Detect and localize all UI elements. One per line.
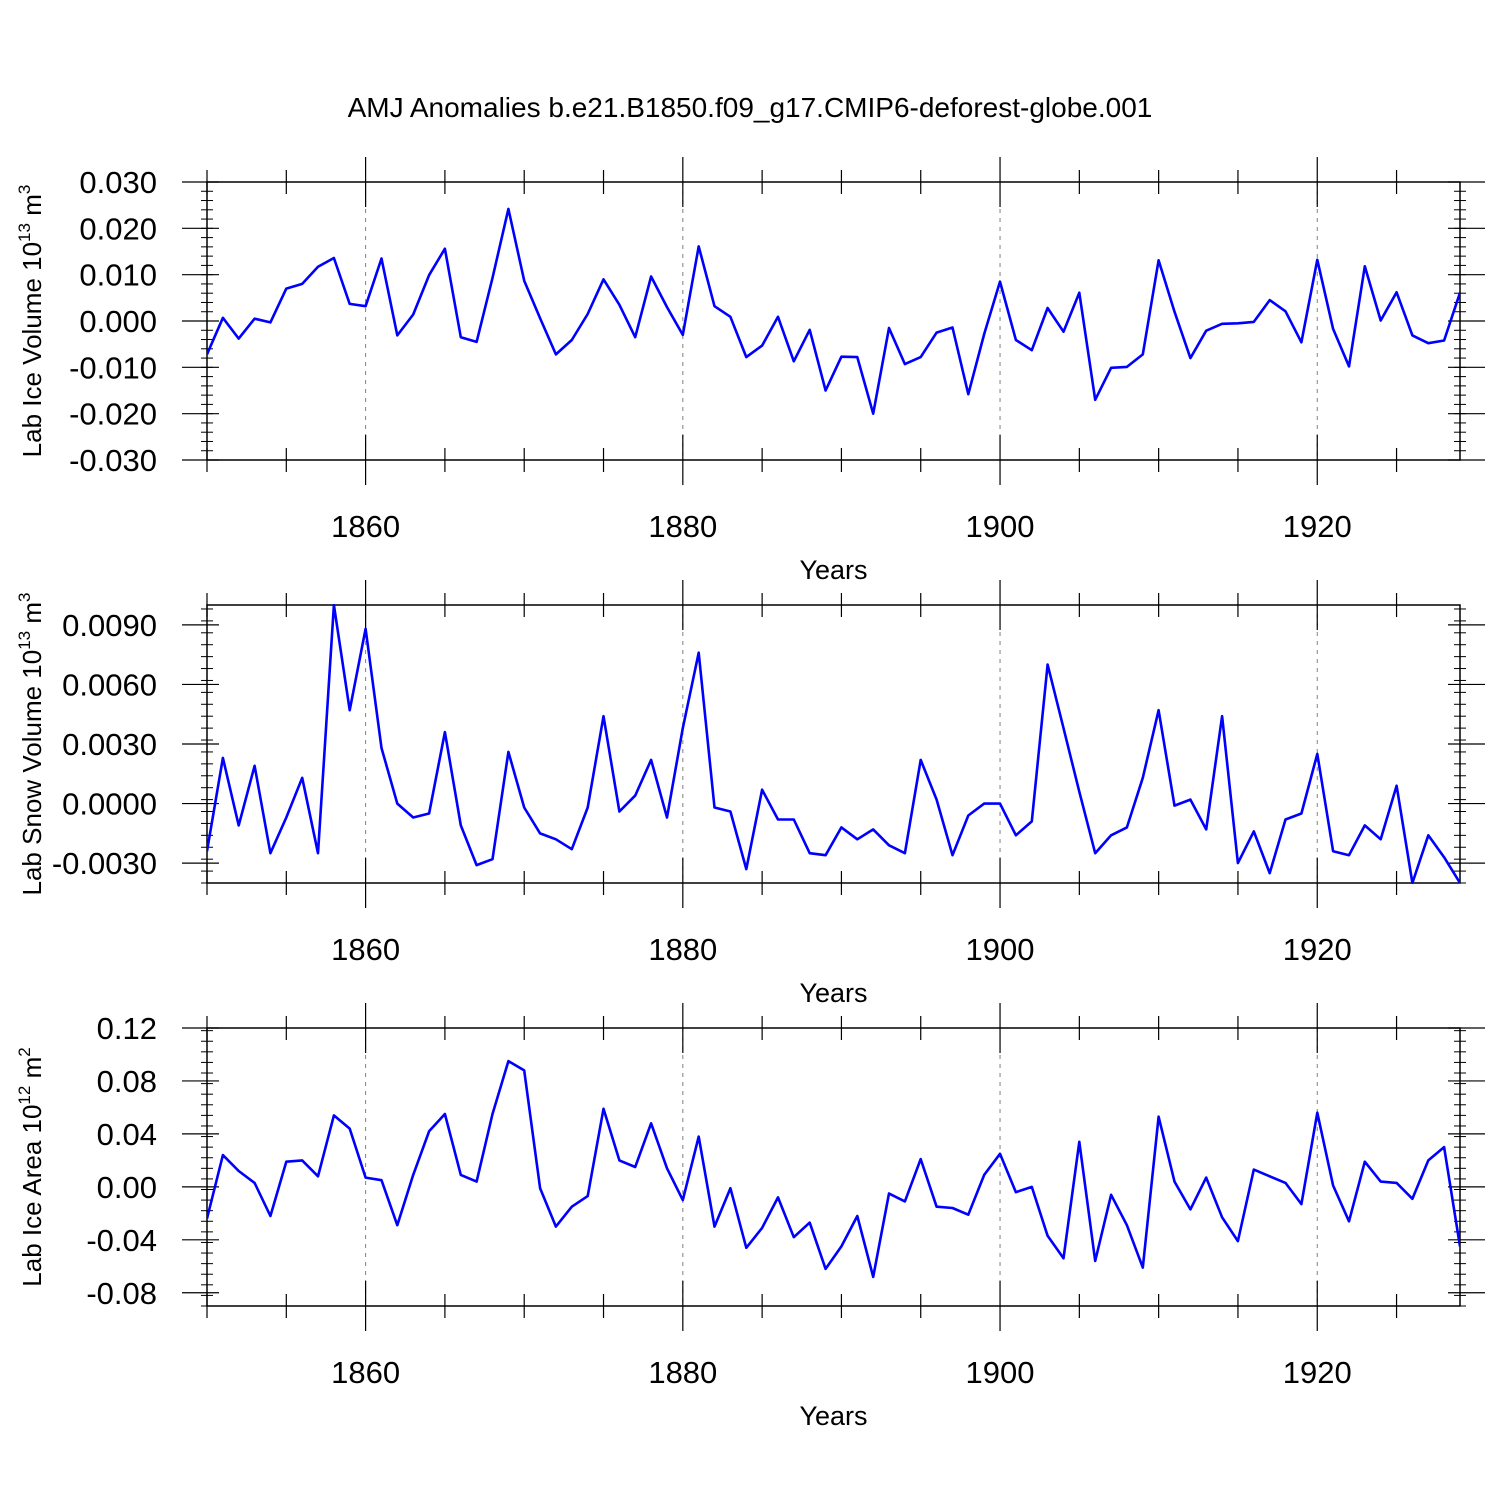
y-tick-label: -0.010 [69,350,157,385]
x-tick-label: 1900 [966,509,1035,544]
panel-lab-ice-area: 0.12 0.08 0.04 0.00 -0.04 -0.08 1860 1880 1900 19… [15,1003,1485,1431]
y-tick-label: -0.0030 [52,846,157,881]
x-tick-label: 1900 [966,932,1035,967]
x-tick-label: 1900 [966,1355,1035,1390]
x-axis-label: Years [799,555,867,585]
plot-frame [206,181,1461,461]
y-axis-label: Lab Ice Area 1012 m2 [15,1047,47,1286]
x-tick-label: 1920 [1283,1355,1352,1390]
y-tick-label: 0.12 [97,1011,157,1046]
x-tick-label: 1880 [648,932,717,967]
y-tick-label: 0.0090 [62,608,157,643]
y-tick-label: 0.0030 [62,727,157,762]
y-axis-label-text: m [17,1057,47,1086]
series-line [207,604,1460,884]
x-tick-label: 1880 [648,509,717,544]
x-tick-label: 1920 [1283,509,1352,544]
y-axis-label-text: Lab Ice Volume 10 [17,242,47,457]
x-tick-label: 1860 [331,932,400,967]
y-tick-label: 0.010 [79,258,157,293]
y-tick-label: 0.08 [97,1064,157,1099]
panel-lab-snow-volume: 0.0090 0.0060 0.0030 0.0000 -0.0030 1860 1880 1… [15,580,1485,1008]
y-tick-label: 0.000 [79,304,157,339]
y-tick-label: 0.0000 [62,787,157,822]
y-axis-label-superscript: 12 [15,1086,34,1105]
y-tick-label: 0.0060 [62,667,157,702]
y-axis-label-superscript: 2 [15,1047,34,1056]
y-tick-label: 0.030 [79,165,157,200]
y-tick-label: 0.04 [97,1117,157,1152]
series-line [207,207,1460,416]
y-tick-label: -0.04 [86,1223,157,1258]
y-axis-label-text: Lab Ice Area 10 [17,1105,47,1287]
y-axis-label-text: Lab Snow Volume 10 [17,650,47,896]
x-tick-label: 1860 [331,1355,400,1390]
y-tick-label: -0.030 [69,443,157,478]
x-tick-label: 1920 [1283,932,1352,967]
y-tick-label: -0.08 [86,1276,157,1311]
x-axis-label: Years [799,978,867,1008]
panel-lab-ice-volume: 0.030 0.020 0.010 0.000 -0.010 -0.020 -0.030 18… [15,157,1485,585]
x-tick-label: 1860 [331,509,400,544]
y-axis-label: Lab Snow Volume 1013 m3 [15,592,47,895]
y-axis-label-superscript: 13 [15,223,34,242]
x-tick-label: 1880 [648,1355,717,1390]
y-axis-label-superscript: 13 [15,631,34,650]
y-tick-label: 0.00 [97,1170,157,1205]
y-axis-label-superscript: 3 [15,185,34,194]
page-title: AMJ Anomalies b.e21.B1850.f09_g17.CMIP6-… [347,92,1153,123]
y-tick-label: 0.020 [79,211,157,246]
y-axis-label-text: m [17,194,47,223]
y-axis-label-superscript: 3 [15,592,34,601]
plot-frame [206,1027,1461,1307]
series-line [207,1059,1460,1279]
plot-frame [206,604,1461,884]
y-tick-label: -0.020 [69,397,157,432]
y-axis-label-text: m [17,602,47,631]
x-axis-label: Years [799,1401,867,1431]
y-axis-label: Lab Ice Volume 1013 m3 [15,185,47,458]
